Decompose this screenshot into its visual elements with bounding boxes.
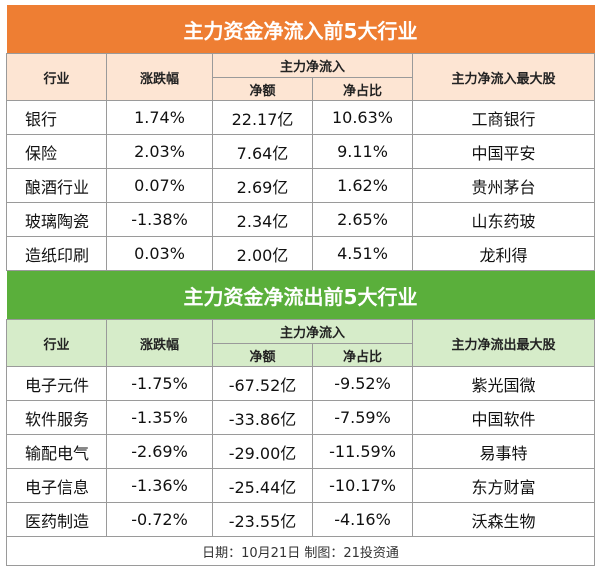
top-stock-cell: 山东药玻 <box>411 202 596 237</box>
industry-cell: 软件服务 <box>6 400 107 435</box>
change-cell: 0.07% <box>106 168 213 203</box>
change-cell: -0.72% <box>106 502 213 537</box>
net-amount-cell: 7.64亿 <box>212 134 313 169</box>
change-cell: 0.03% <box>106 236 213 271</box>
outflow-header-change: 涨跌幅 <box>106 319 213 367</box>
industry-cell: 医药制造 <box>6 502 107 537</box>
industry-cell: 电子信息 <box>6 468 107 503</box>
table-row: 玻璃陶瓷 -1.38% 2.34亿 2.65% 山东药玻 <box>6 202 596 237</box>
fund-flow-table: 主力资金净流入前5大行业 行业 涨跌幅 主力净流入 主力净流入最大股 净额 净占… <box>5 5 596 566</box>
outflow-header-main-flow: 主力净流入 <box>212 319 413 344</box>
top-stock-cell: 易事特 <box>411 434 596 469</box>
inflow-header-main-flow: 主力净流入 <box>212 53 413 78</box>
table-row: 银行 1.74% 22.17亿 10.63% 工商银行 <box>6 100 596 135</box>
table-row: 医药制造 -0.72% -23.55亿 -4.16% 沃森生物 <box>6 502 596 537</box>
top-stock-cell: 东方财富 <box>411 468 596 503</box>
change-cell: -1.38% <box>106 202 213 237</box>
inflow-header-net-amount: 净额 <box>212 77 313 101</box>
inflow-header-net-ratio: 净占比 <box>312 77 413 101</box>
top-stock-cell: 沃森生物 <box>411 502 596 537</box>
inflow-header-change: 涨跌幅 <box>106 53 213 101</box>
change-cell: 2.03% <box>106 134 213 169</box>
outflow-header-industry: 行业 <box>6 319 107 367</box>
net-ratio-cell: 2.65% <box>312 202 413 237</box>
outflow-header-top-stock: 主力净流出最大股 <box>411 319 596 367</box>
outflow-header-net-ratio: 净占比 <box>312 343 413 367</box>
inflow-header-top-stock: 主力净流入最大股 <box>411 53 596 101</box>
net-ratio-cell: -7.59% <box>312 400 413 435</box>
inflow-title: 主力资金净流入前5大行业 <box>6 5 595 54</box>
outflow-header-net-amount: 净额 <box>212 343 313 367</box>
table-row: 输配电气 -2.69% -29.00亿 -11.59% 易事特 <box>6 434 596 469</box>
change-cell: -1.75% <box>106 366 213 401</box>
net-amount-cell: -33.86亿 <box>212 400 313 435</box>
top-stock-cell: 中国平安 <box>411 134 596 169</box>
net-ratio-cell: -4.16% <box>312 502 413 537</box>
table-row: 软件服务 -1.35% -33.86亿 -7.59% 中国软件 <box>6 400 596 435</box>
industry-cell: 保险 <box>6 134 107 169</box>
top-stock-cell: 中国软件 <box>411 400 596 435</box>
top-stock-cell: 贵州茅台 <box>411 168 596 203</box>
change-cell: -2.69% <box>106 434 213 469</box>
industry-cell: 电子元件 <box>6 366 107 401</box>
table-row: 电子信息 -1.36% -25.44亿 -10.17% 东方财富 <box>6 468 596 503</box>
net-ratio-cell: -9.52% <box>312 366 413 401</box>
table-row: 电子元件 -1.75% -67.52亿 -9.52% 紫光国微 <box>6 366 596 401</box>
industry-cell: 输配电气 <box>6 434 107 469</box>
net-amount-cell: 2.69亿 <box>212 168 313 203</box>
table-row: 酿酒行业 0.07% 2.69亿 1.62% 贵州茅台 <box>6 168 596 203</box>
net-amount-cell: 2.00亿 <box>212 236 313 271</box>
net-amount-cell: 22.17亿 <box>212 100 313 135</box>
outflow-title: 主力资金净流出前5大行业 <box>6 270 595 320</box>
net-amount-cell: -67.52亿 <box>212 366 313 401</box>
inflow-header-industry: 行业 <box>6 53 107 101</box>
top-stock-cell: 紫光国微 <box>411 366 596 401</box>
net-ratio-cell: 4.51% <box>312 236 413 271</box>
net-amount-cell: 2.34亿 <box>212 202 313 237</box>
net-ratio-cell: -10.17% <box>312 468 413 503</box>
industry-cell: 银行 <box>6 100 107 135</box>
table-row: 造纸印刷 0.03% 2.00亿 4.51% 龙利得 <box>6 236 596 271</box>
footer-note: 日期：10月21日 制图：21投资通 <box>5 536 596 566</box>
change-cell: 1.74% <box>106 100 213 135</box>
net-amount-cell: -29.00亿 <box>212 434 313 469</box>
table-row: 保险 2.03% 7.64亿 9.11% 中国平安 <box>6 134 596 169</box>
industry-cell: 造纸印刷 <box>6 236 107 271</box>
net-ratio-cell: 10.63% <box>312 100 413 135</box>
net-amount-cell: -23.55亿 <box>212 502 313 537</box>
net-amount-cell: -25.44亿 <box>212 468 313 503</box>
change-cell: -1.36% <box>106 468 213 503</box>
industry-cell: 酿酒行业 <box>6 168 107 203</box>
industry-cell: 玻璃陶瓷 <box>6 202 107 237</box>
net-ratio-cell: -11.59% <box>312 434 413 469</box>
net-ratio-cell: 9.11% <box>312 134 413 169</box>
top-stock-cell: 龙利得 <box>411 236 596 271</box>
change-cell: -1.35% <box>106 400 213 435</box>
top-stock-cell: 工商银行 <box>411 100 596 135</box>
net-ratio-cell: 1.62% <box>312 168 413 203</box>
